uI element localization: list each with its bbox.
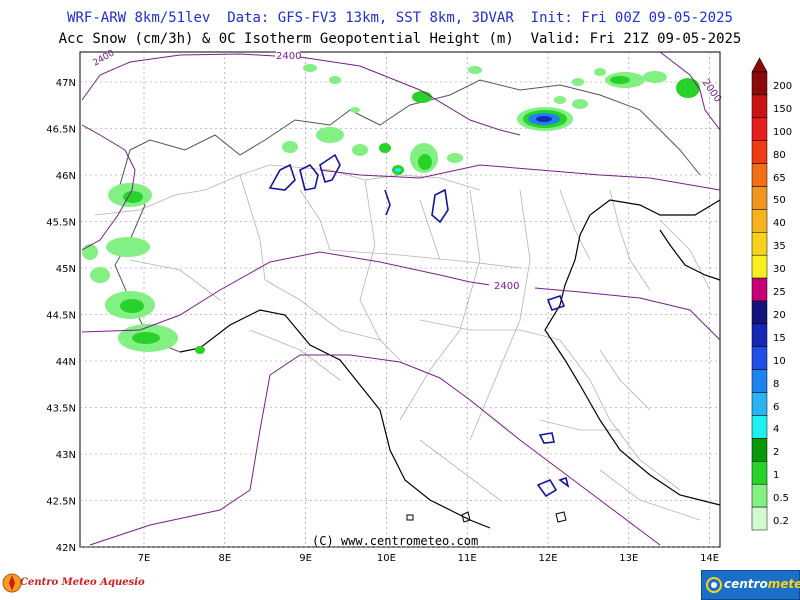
title-line-1: WRF-ARW 8km/51lev Data: GFS-FV3 13km, SS… <box>67 10 733 26</box>
legend-swatch <box>751 277 768 302</box>
lat-label: 46.5N <box>46 125 76 136</box>
legend-label: 1 <box>773 470 780 482</box>
isotherm-contours <box>81 51 721 546</box>
legend-swatch <box>751 94 768 119</box>
legend-label: 20 <box>773 309 786 321</box>
lakes <box>268 153 570 498</box>
contour-label-2: 2400 <box>494 281 519 292</box>
legend-swatch <box>751 346 768 370</box>
islands <box>406 511 567 523</box>
legend-swatch <box>751 415 768 439</box>
legend-swatch <box>751 323 768 348</box>
centrometeo-logo-text: centrometeo <box>724 577 800 591</box>
centrometeo-logo-icon <box>706 577 722 593</box>
centrometeo-logo-text-a: centro <box>724 577 768 591</box>
legend-label: 50 <box>773 195 786 207</box>
aquesio-logo-text: Centro Meteo Aquesio <box>20 577 145 588</box>
copyright-text: (C) www.centrometeo.com <box>312 534 479 548</box>
lat-label: 43.5N <box>46 404 76 415</box>
legend-colorbar <box>751 57 768 531</box>
lat-label: 45.5N <box>46 218 76 229</box>
lat-label: 44N <box>56 357 76 368</box>
legend-swatch <box>751 369 768 393</box>
legend-label: 6 <box>773 401 780 413</box>
lat-label: 42.5N <box>46 497 76 508</box>
legend-label: 200 <box>773 80 793 92</box>
centrometeo-logo-text-b: meteo <box>767 577 800 591</box>
legend-label: 0.5 <box>773 493 789 505</box>
latitude-labels: 47N 46.5N 46N 45.5N 45N 44.5N 44N 43.5N 43N 42.5N… <box>46 78 76 554</box>
legend-swatch <box>751 461 768 485</box>
legend-top-arrow <box>751 57 768 73</box>
contour-label-1: 2400 <box>276 51 301 62</box>
lon-label: 11E <box>458 553 477 564</box>
legend-label: 25 <box>773 287 786 298</box>
legend-label: 35 <box>773 241 786 253</box>
lat-label: 43N <box>56 450 76 461</box>
legend-label: 15 <box>773 332 786 344</box>
map-frame <box>79 51 721 548</box>
lon-label: 12E <box>538 553 557 564</box>
legend-swatch <box>751 209 768 233</box>
legend-swatch <box>751 117 768 141</box>
legend-swatch <box>751 71 768 96</box>
title-line-2: Acc Snow (cm/3h) & 0C Isotherm Geopotent… <box>58 31 742 47</box>
logo-centro-meteo-aquesio: Centro Meteo Aquesio <box>2 568 145 598</box>
legend-swatch <box>751 163 768 187</box>
legend-swatch <box>751 232 768 256</box>
lat-label: 42N <box>56 543 76 554</box>
lon-label: 8E <box>218 553 231 564</box>
legend-label: 10 <box>773 355 786 367</box>
legend-label: 40 <box>773 218 786 230</box>
snow-areas <box>82 64 700 354</box>
lon-label: 9E <box>299 553 312 564</box>
legend-swatch <box>751 300 768 325</box>
legend-swatch <box>751 438 768 462</box>
legend-swatch <box>751 392 768 416</box>
legend-label: 0.2 <box>773 516 789 527</box>
aquesio-logo-icon <box>2 573 22 593</box>
legend-label: 150 <box>773 103 793 115</box>
lon-label: 10E <box>377 553 396 564</box>
legend-swatch <box>751 186 768 210</box>
legend-swatch <box>751 483 768 508</box>
lat-label: 47N <box>56 78 76 89</box>
coastline <box>179 199 721 529</box>
legend-label: 65 <box>773 172 786 184</box>
lat-label: 46N <box>56 171 76 182</box>
legend-swatch <box>751 506 768 531</box>
lat-label: 44.5N <box>46 311 76 322</box>
lat-label: 45N <box>56 264 76 275</box>
logo-centrometeo: centrometeo <box>701 570 800 600</box>
legend-label: 100 <box>773 126 793 138</box>
legend-swatch <box>751 254 768 279</box>
legend-label: 4 <box>773 424 780 436</box>
longitude-labels: 7E 8E 9E 10E 11E 12E 13E 14E <box>138 553 719 564</box>
lon-label: 7E <box>138 553 151 564</box>
legend-label: 8 <box>773 378 780 390</box>
lon-label: 13E <box>619 553 638 564</box>
regional-borders <box>94 164 711 521</box>
legend-label: 80 <box>773 149 786 161</box>
legend-label: 2 <box>773 447 780 459</box>
legend-swatch <box>751 140 768 164</box>
legend-label: 30 <box>773 264 786 276</box>
lon-label: 14E <box>700 553 719 564</box>
